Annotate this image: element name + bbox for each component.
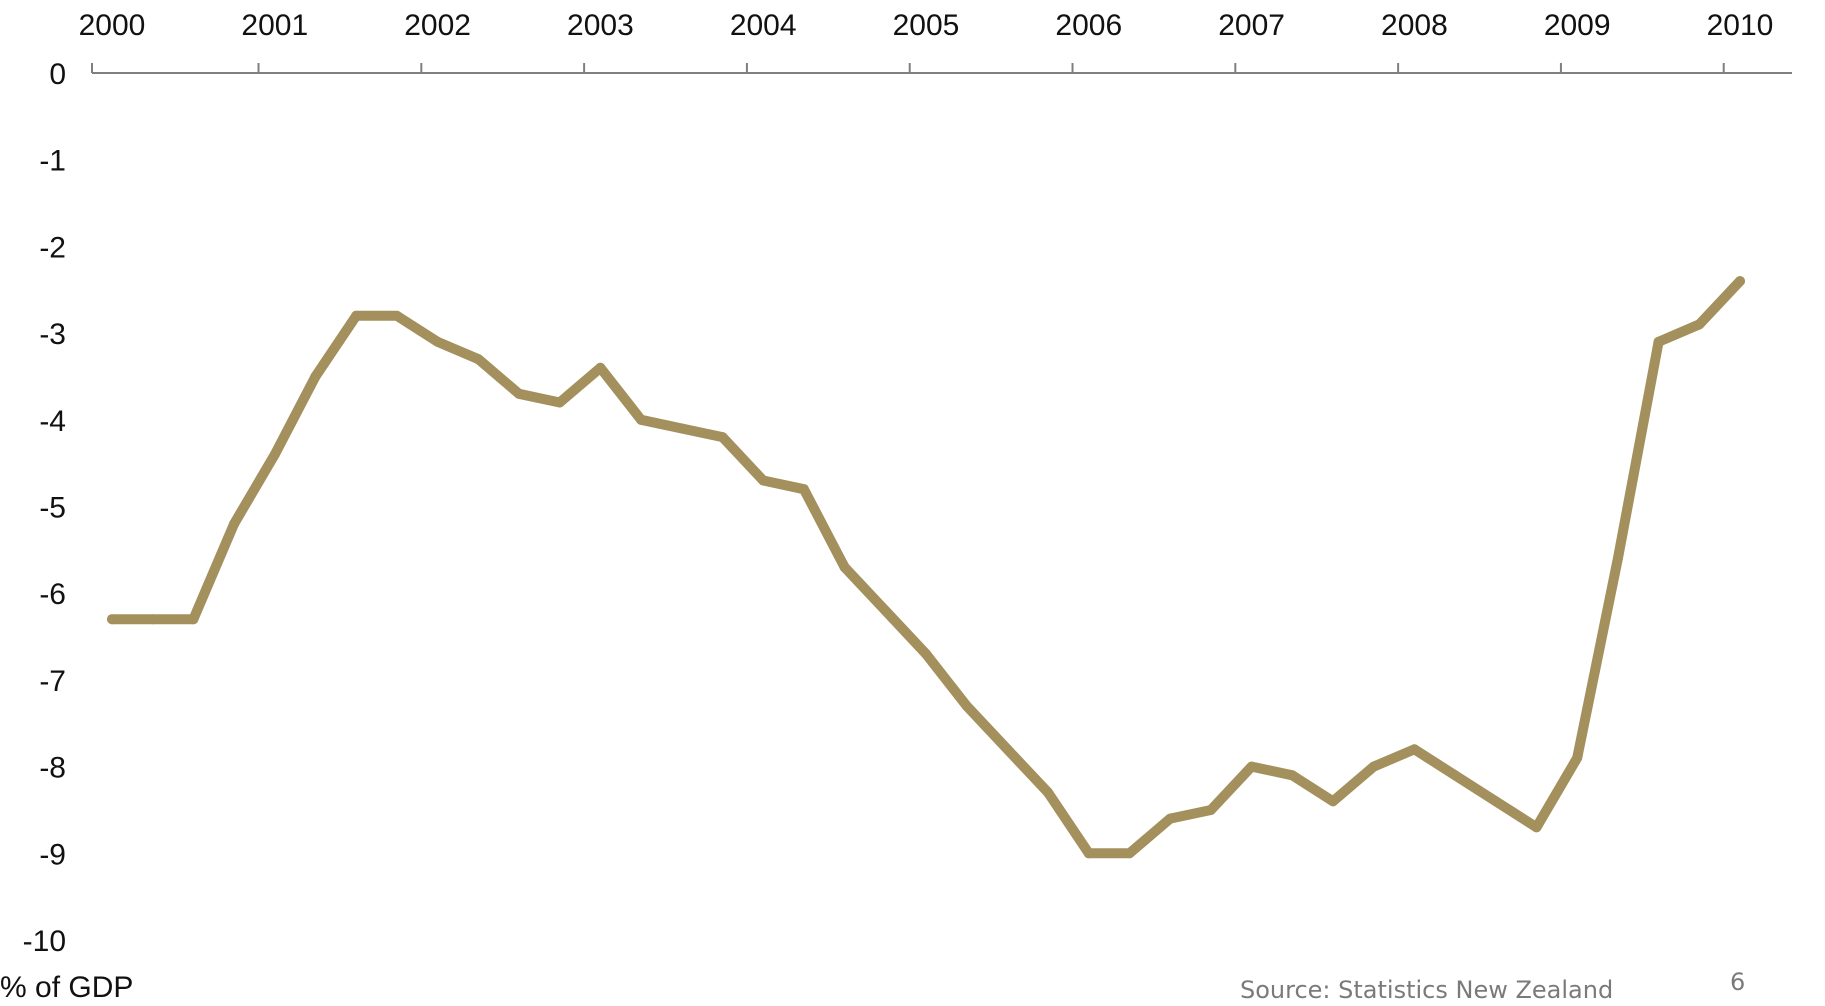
x-tick-label: 2010: [1707, 9, 1774, 42]
data-point: [351, 310, 362, 321]
data-point: [636, 414, 647, 425]
data-point: [107, 614, 117, 625]
y-tick-label: -6: [39, 578, 66, 611]
data-point: [229, 518, 240, 529]
x-tick-label: 2007: [1218, 9, 1285, 42]
data-point: [473, 354, 484, 365]
y-tick-label: -9: [39, 838, 66, 871]
data-point: [432, 336, 443, 347]
data-point: [1083, 848, 1094, 859]
data-point: [1490, 796, 1501, 807]
data-point: [1002, 744, 1013, 755]
x-tick-label: 2003: [567, 9, 634, 42]
y-unit-label: % of GDP: [0, 971, 134, 1004]
data-point: [391, 310, 402, 321]
x-tick-label: 2004: [730, 9, 797, 42]
data-point: [514, 388, 524, 399]
x-axis: 2000 2001 2002 2003 2004 2005 2006 2007 2008 2009…: [79, 9, 1792, 74]
data-point: [1205, 804, 1216, 815]
y-tick-label: -2: [39, 231, 66, 264]
data-point: [310, 371, 321, 382]
data-point: [1735, 276, 1745, 287]
data-point: [1450, 770, 1461, 781]
y-tick-label: -7: [39, 665, 66, 698]
y-tick-label: -10: [23, 925, 66, 958]
page-number: 6: [1730, 968, 1746, 996]
data-point: [595, 362, 606, 373]
x-tick-label: 2005: [893, 9, 960, 42]
x-tick-label: 2008: [1381, 9, 1448, 42]
data-point: [1368, 761, 1379, 772]
data-point: [758, 475, 769, 486]
data-point: [921, 648, 931, 659]
data-point: [1612, 553, 1623, 564]
source-note: Source: Statistics New Zealand: [1240, 976, 1614, 1004]
x-tick-label: 2000: [79, 9, 146, 42]
data-point: [1124, 848, 1135, 859]
data-point: [961, 700, 972, 711]
data-point: [676, 423, 687, 434]
y-tick-label: 0: [49, 58, 66, 91]
data-point: [839, 562, 850, 573]
data-point: [1572, 752, 1583, 763]
y-tick-label: -4: [39, 405, 66, 438]
series-line: [107, 276, 1745, 859]
data-point: [717, 432, 728, 443]
series-layer: [107, 276, 1745, 859]
data-point: [1653, 336, 1664, 347]
y-tick-label: -3: [39, 318, 66, 351]
x-tick-label: 2006: [1055, 9, 1122, 42]
data-point: [1694, 319, 1705, 330]
x-tick-label: 2009: [1544, 9, 1611, 42]
data-point: [798, 484, 809, 495]
data-point: [269, 449, 280, 460]
y-axis: 0 -1 -2 -3 -4 -5 -6 -7 -8 -9 -10: [23, 58, 66, 958]
y-tick-label: -1: [39, 145, 66, 178]
data-point: [1246, 761, 1257, 772]
y-tick-label: -5: [39, 492, 66, 525]
data-point: [1531, 822, 1542, 833]
data-point: [1043, 787, 1054, 798]
data-point: [147, 614, 158, 625]
data-point: [1409, 744, 1420, 755]
data-point: [188, 614, 199, 625]
data-point: [1165, 813, 1176, 824]
y-tick-label: -8: [39, 752, 66, 785]
x-tick-label: 2001: [241, 9, 308, 42]
x-tick-label: 2002: [404, 9, 471, 42]
data-point: [1328, 796, 1338, 807]
data-point: [554, 397, 565, 408]
data-point: [880, 605, 891, 616]
data-point: [1287, 770, 1298, 781]
